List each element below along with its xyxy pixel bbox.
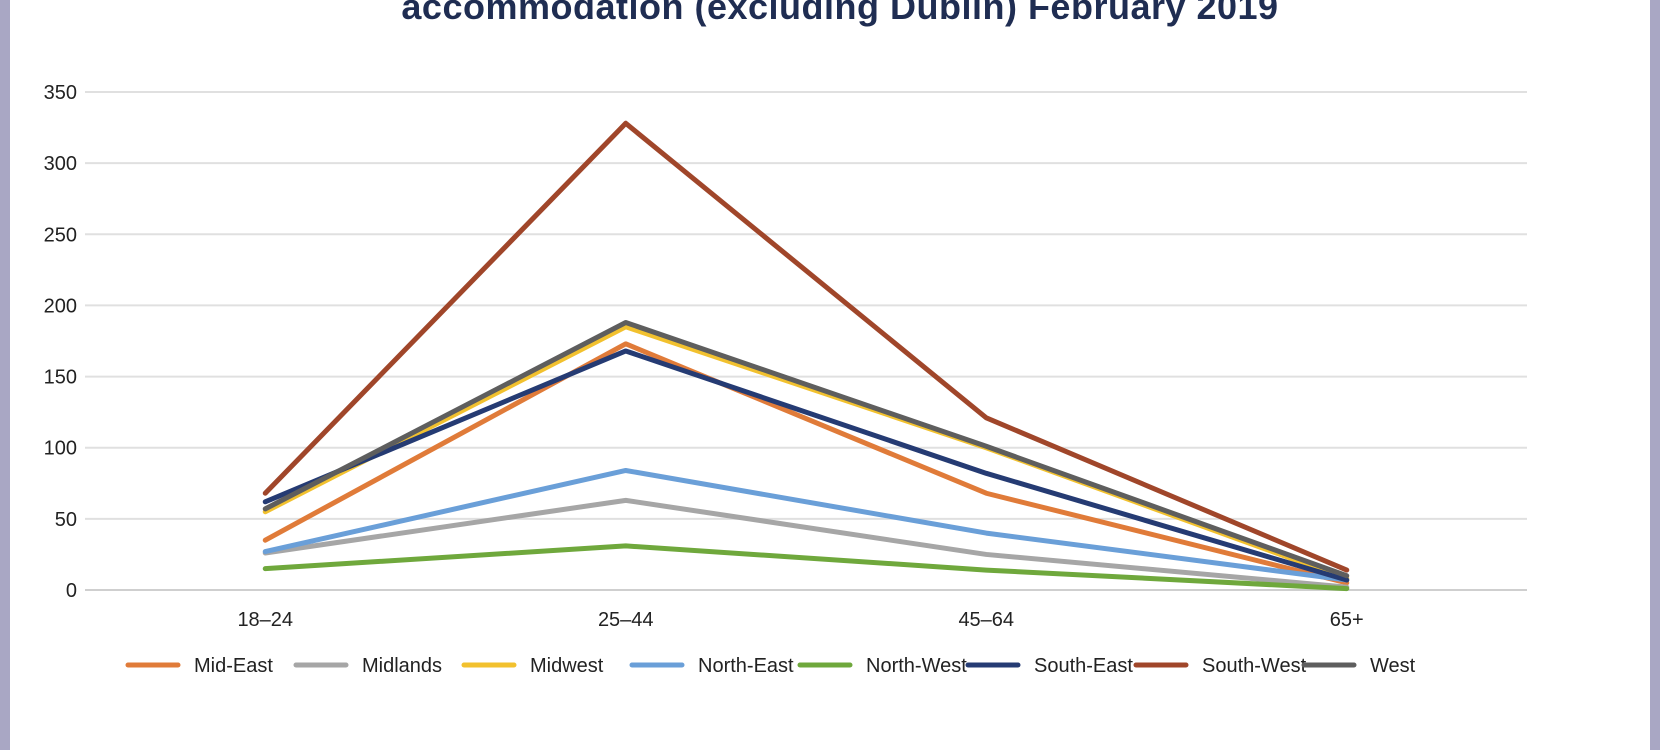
series-line-north-west (262, 543, 1350, 592)
x-tick-label: 18–24 (237, 609, 293, 631)
y-tick-label: 150 (44, 367, 77, 389)
y-tick-label: 50 (55, 509, 77, 531)
series-line-south-west (262, 120, 1350, 573)
x-tick-label: 45–64 (958, 609, 1014, 631)
series-line-mid-east (262, 341, 1350, 586)
legend: Mid-East Midlands Midwest North-East North-W… (125, 655, 1416, 677)
y-axis-ticks: 0 50 100 150 200 250 300 350 (44, 82, 77, 602)
series-line-south-east (262, 348, 1350, 583)
y-tick-label: 0 (66, 580, 77, 602)
legend-label: Midlands (362, 655, 442, 677)
series-line-midlands (262, 497, 1350, 590)
y-tick-label: 350 (44, 82, 77, 104)
gridlines (85, 91, 1527, 591)
y-tick-label: 200 (44, 295, 77, 317)
y-tick-label: 100 (44, 438, 77, 460)
y-tick-label: 250 (44, 224, 77, 246)
line-chart: 0 50 100 150 200 250 300 350 18–24 25–44 45–64 65+… (44, 82, 1527, 677)
legend-label: South-West (1202, 655, 1307, 677)
series-lines (262, 120, 1350, 592)
series-line-north-east (262, 467, 1350, 583)
legend-label: North-West (866, 655, 967, 677)
series-line-west (262, 320, 1350, 579)
x-tick-label: 65+ (1330, 609, 1364, 631)
y-tick-label: 300 (44, 153, 77, 175)
legend-label: North-East (698, 655, 794, 677)
legend-label: West (1370, 655, 1416, 677)
legend-label: Midwest (530, 655, 604, 677)
legend-label: South-East (1034, 655, 1133, 677)
legend-label: Mid-East (194, 655, 273, 677)
chart-title: accommodation (excluding Dublin) Februar… (401, 0, 1279, 27)
x-tick-label: 25–44 (598, 609, 654, 631)
x-axis-ticks: 18–24 25–44 45–64 65+ (237, 609, 1363, 631)
